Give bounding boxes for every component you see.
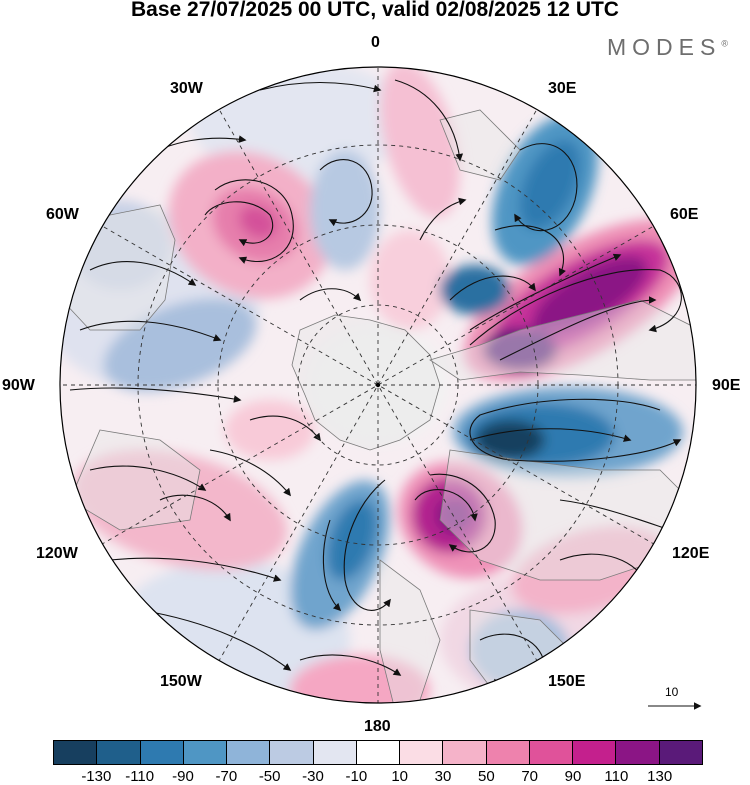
colorbar-swatch xyxy=(615,741,659,764)
map-title: Base 27/07/2025 00 UTC, valid 02/08/2025… xyxy=(131,0,619,21)
colorbar xyxy=(53,740,703,765)
colorbar-swatch xyxy=(54,741,97,764)
colorbar-swatch xyxy=(226,741,270,764)
colorbar-swatch xyxy=(182,741,227,764)
colorbar-tick-label: 70 xyxy=(521,768,538,785)
colorbar-tick-label: -90 xyxy=(172,768,194,785)
colorbar-swatch xyxy=(572,741,616,764)
colorbar-tick-label: 10 xyxy=(391,768,408,785)
colorbar-tick-label: 50 xyxy=(477,768,495,785)
lon-label-60w: 60W xyxy=(46,206,79,223)
colorbar-swatch xyxy=(399,741,443,764)
colorbar-swatch xyxy=(355,741,400,764)
lon-label-180: 180 xyxy=(364,718,391,735)
colorbar-tick-label: -70 xyxy=(215,768,238,785)
colorbar-swatch xyxy=(139,741,183,764)
colorbar-tick-label: 130 xyxy=(647,768,673,785)
lon-label-0: 0 xyxy=(371,34,380,51)
map-field xyxy=(60,67,696,703)
colorbar-tick-label: -110 xyxy=(125,768,155,785)
north-pole-marker xyxy=(375,382,381,388)
land-masses xyxy=(60,109,696,703)
logo-text: MODES xyxy=(607,34,722,60)
graticule xyxy=(60,67,696,703)
colorbar-tick-label: 90 xyxy=(564,768,582,785)
lon-label-120e: 120E xyxy=(672,545,710,562)
lon-label-30w: 30W xyxy=(170,80,203,97)
colorbar-tick-label: 30 xyxy=(434,768,452,785)
colorbar-tick-label: -50 xyxy=(258,768,281,785)
lon-label-30e: 30E xyxy=(548,80,577,97)
colorbar-tick-label: -130 xyxy=(81,768,112,785)
modes-logo: MODES® xyxy=(607,34,728,61)
lon-label-90w: 90W xyxy=(2,377,35,394)
colorbar-swatch xyxy=(485,741,529,764)
colorbar-swatch xyxy=(96,741,140,764)
logo-registered-mark: ® xyxy=(721,38,728,49)
reference-vector-label: 10 xyxy=(665,685,679,699)
colorbar-tick-label: 110 xyxy=(604,768,629,785)
lon-label-150e: 150E xyxy=(548,673,586,690)
map-boundary xyxy=(59,66,697,704)
colorbar-tick-label: -30 xyxy=(302,768,324,785)
colorbar-swatch xyxy=(269,741,313,764)
lon-label-90e: 90E xyxy=(712,377,741,394)
lon-label-150w: 150W xyxy=(160,673,202,690)
colorbar-tick-label: -10 xyxy=(345,768,368,785)
colorbar-swatch xyxy=(528,741,573,764)
lon-label-120w: 120W xyxy=(36,545,78,562)
colorbar-swatch xyxy=(312,741,356,764)
lon-label-60e: 60E xyxy=(670,206,699,223)
colorbar-swatch xyxy=(442,741,486,764)
colorbar-swatch xyxy=(658,741,702,764)
